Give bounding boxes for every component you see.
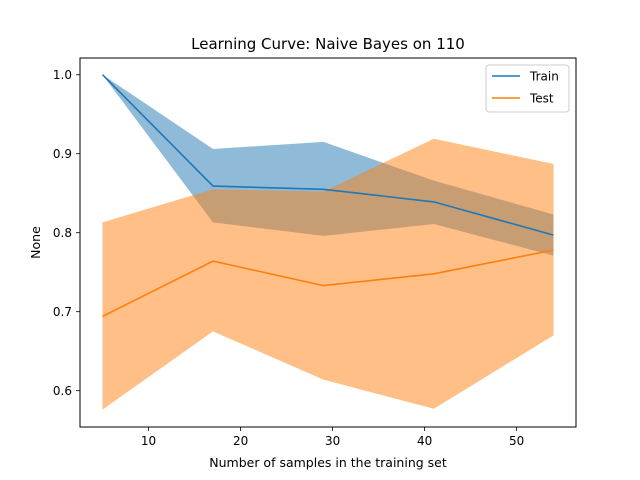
x-axis-label: Number of samples in the training set	[209, 455, 447, 470]
x-tick-label: 10	[141, 434, 156, 448]
error-bands	[102, 74, 554, 410]
x-tick-label: 50	[509, 434, 524, 448]
band-test	[102, 138, 554, 410]
line-train	[101, 74, 554, 236]
y-tick-label: 1.0	[53, 68, 72, 82]
legend: Train Test	[485, 64, 570, 113]
y-axis-ticks: 0.6 0.7 0.8 0.9 1.0	[53, 68, 80, 398]
legend-label-test: Test	[529, 91, 554, 105]
x-tick-label: 20	[233, 434, 248, 448]
y-tick-label: 0.8	[53, 226, 72, 240]
x-axis-ticks: 10 20 30 40 50	[141, 427, 524, 448]
y-tick-label: 0.9	[53, 147, 72, 161]
y-tick-label: 0.7	[53, 305, 72, 319]
legend-label-train: Train	[529, 69, 559, 83]
x-tick-label: 40	[417, 434, 432, 448]
x-tick-label: 30	[325, 434, 340, 448]
series-lines	[101, 74, 554, 318]
plot-frame	[79, 57, 577, 428]
y-axis-label: None	[28, 226, 43, 259]
y-tick-label: 0.6	[53, 384, 72, 398]
chart-title: Learning Curve: Naive Bayes on 110	[191, 35, 465, 53]
line-test	[102, 249, 554, 318]
